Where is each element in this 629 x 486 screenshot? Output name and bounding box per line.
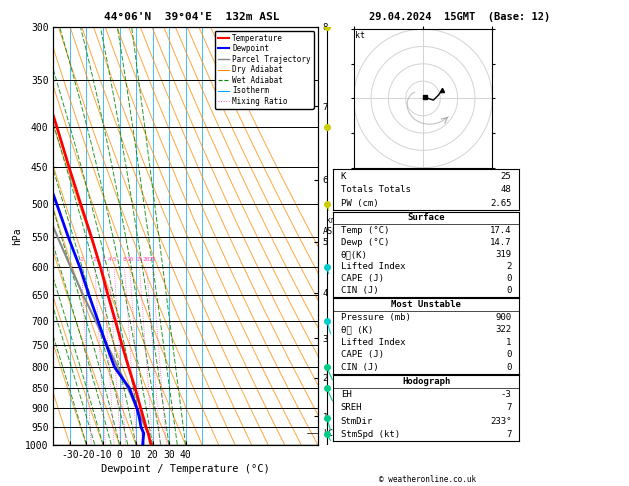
Text: 900: 900	[496, 312, 511, 322]
Text: -3: -3	[501, 390, 511, 399]
Text: 0: 0	[506, 363, 511, 372]
Text: StmSpd (kt): StmSpd (kt)	[341, 430, 400, 439]
Text: © weatheronline.co.uk: © weatheronline.co.uk	[379, 474, 476, 484]
Text: 319: 319	[496, 250, 511, 259]
Legend: Temperature, Dewpoint, Parcel Trajectory, Dry Adiabat, Wet Adiabat, Isotherm, Mi: Temperature, Dewpoint, Parcel Trajectory…	[214, 31, 314, 109]
Text: Temp (°C): Temp (°C)	[341, 226, 389, 235]
Text: 2.65: 2.65	[490, 199, 511, 208]
Text: Pressure (mb): Pressure (mb)	[341, 312, 411, 322]
Text: 29.04.2024  15GMT  (Base: 12): 29.04.2024 15GMT (Base: 12)	[369, 12, 550, 22]
Text: 17.4: 17.4	[490, 226, 511, 235]
Text: kt: kt	[355, 31, 365, 40]
Text: Surface: Surface	[408, 213, 445, 223]
Text: CAPE (J): CAPE (J)	[341, 350, 384, 360]
Text: 4: 4	[108, 258, 111, 262]
Text: Hodograph: Hodograph	[402, 377, 450, 386]
Text: 1: 1	[506, 338, 511, 347]
Text: 0: 0	[506, 350, 511, 360]
Text: 0: 0	[506, 274, 511, 283]
Text: 44°06'N  39°04'E  132m ASL: 44°06'N 39°04'E 132m ASL	[104, 12, 280, 22]
Text: PW (cm): PW (cm)	[341, 199, 379, 208]
X-axis label: Dewpoint / Temperature (°C): Dewpoint / Temperature (°C)	[101, 464, 270, 474]
Text: Lifted Index: Lifted Index	[341, 262, 405, 271]
Text: 20: 20	[143, 258, 150, 262]
Text: 10: 10	[126, 258, 133, 262]
Text: SREH: SREH	[341, 403, 362, 413]
Text: CIN (J): CIN (J)	[341, 363, 379, 372]
Text: K: K	[341, 172, 346, 180]
Text: 233°: 233°	[490, 417, 511, 426]
Text: 0: 0	[506, 286, 511, 295]
Text: 14.7: 14.7	[490, 238, 511, 247]
Text: θᴇ (K): θᴇ (K)	[341, 325, 373, 334]
Text: 25: 25	[148, 258, 156, 262]
Text: 7: 7	[506, 403, 511, 413]
Text: 3: 3	[101, 258, 105, 262]
Text: Dewp (°C): Dewp (°C)	[341, 238, 389, 247]
Text: θᴇ(K): θᴇ(K)	[341, 250, 368, 259]
Y-axis label: hPa: hPa	[13, 227, 22, 244]
Text: 5: 5	[112, 258, 116, 262]
Text: Most Unstable: Most Unstable	[391, 300, 461, 309]
Text: 1: 1	[80, 258, 83, 262]
Text: CAPE (J): CAPE (J)	[341, 274, 384, 283]
Text: 15: 15	[136, 258, 143, 262]
Text: 322: 322	[496, 325, 511, 334]
Text: EH: EH	[341, 390, 352, 399]
Text: 8: 8	[123, 258, 126, 262]
Y-axis label: km
ASL: km ASL	[323, 216, 338, 236]
Text: 25: 25	[501, 172, 511, 180]
Text: 2: 2	[93, 258, 97, 262]
Text: 48: 48	[501, 185, 511, 194]
Text: Lifted Index: Lifted Index	[341, 338, 405, 347]
Text: 2: 2	[506, 262, 511, 271]
Text: LCL: LCL	[323, 429, 338, 438]
Text: 7: 7	[506, 430, 511, 439]
Text: CIN (J): CIN (J)	[341, 286, 379, 295]
Text: StmDir: StmDir	[341, 417, 373, 426]
Text: Totals Totals: Totals Totals	[341, 185, 411, 194]
